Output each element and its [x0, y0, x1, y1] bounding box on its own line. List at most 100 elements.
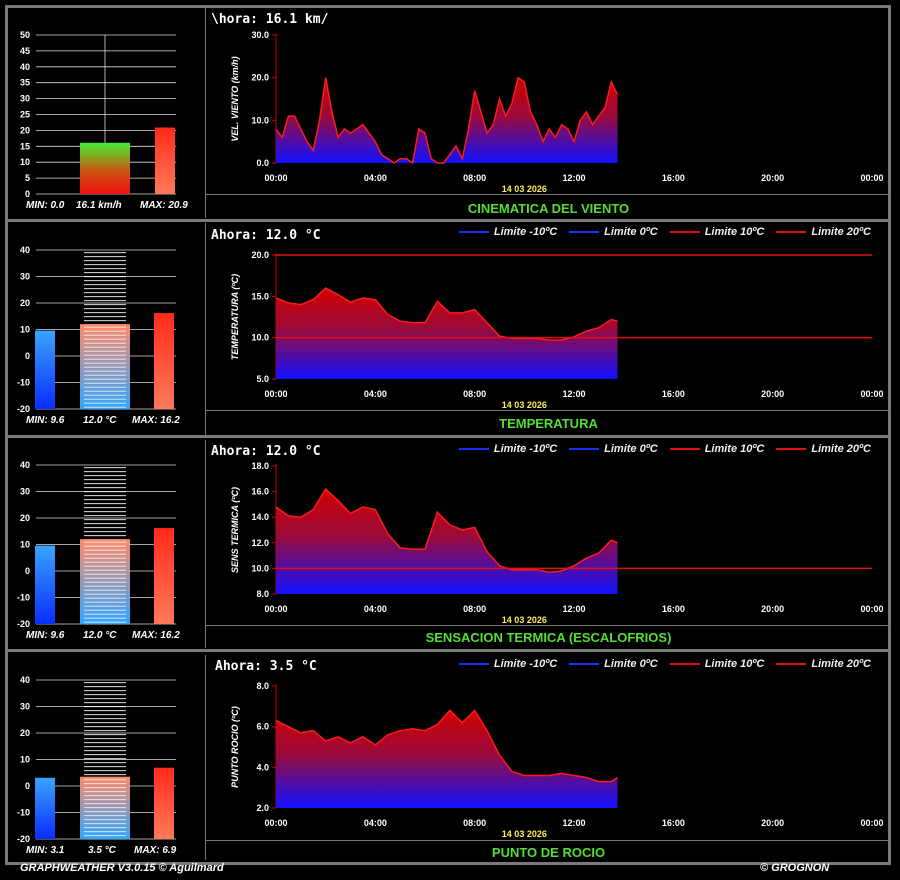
windchill-gauge: -20 -10 0 10 20 30 40 MIN: 9.6 12.0 °C MAX: 16…: [8, 440, 203, 648]
x-tick-label: 08:00: [463, 818, 486, 828]
y-axis-label: PUNTO ROCIO (ºC): [230, 706, 240, 788]
y-tick-label: 0.0: [256, 158, 269, 168]
x-tick-label: 08:00: [463, 173, 486, 183]
gauge-tick-label: 35: [20, 78, 30, 88]
gauge-tick-label: -20: [17, 619, 30, 629]
wind-caption: CINEMATICA DEL VIENTO: [467, 201, 630, 216]
windchill-chart-area: Ahora: 12.0 °C Limite -10ºC Limite 0ºC L…: [205, 440, 891, 648]
temperature-now-label: Ahora: 12.0 °C: [211, 228, 321, 243]
gauge-tick-label: 10: [20, 325, 30, 335]
temperature-gauge-chart: -20 -10 0 10 20 30 40: [17, 245, 176, 413]
dewpoint-min: MIN: 3.1: [26, 845, 65, 856]
dewpoint-max: MAX: 6.9: [134, 845, 177, 856]
legend-item: Limite 10ºC: [669, 443, 764, 455]
gauge-tick-label: 10: [20, 157, 30, 167]
gauge-current-bar: [80, 539, 130, 624]
y-tick-label: 15.0: [251, 291, 269, 301]
windchill-panel: -20 -10 0 10 20 30 40 MIN: 9.6 12.0 °C MAX: 16…: [8, 440, 891, 648]
gauge-tick-label: 40: [20, 675, 30, 685]
dewpoint-chart: 2.0 4.0 6.0 8.0 PUNTO ROCIO (ºC) 00:00 04:00 08…: [230, 681, 884, 839]
y-tick-label: 10.0: [251, 333, 269, 343]
y-tick-label: 12.0: [251, 538, 269, 548]
dewpoint-current: 3.5 °C: [88, 845, 116, 856]
gauge-max-bar: [154, 313, 174, 409]
x-tick-label: 00:00: [264, 818, 287, 828]
y-tick-label: 10.0: [251, 563, 269, 573]
legend-item: Limite 10ºC: [669, 226, 764, 238]
series-area: [276, 77, 618, 163]
series-area: [276, 288, 618, 379]
gauge-tick-label: 45: [20, 46, 30, 56]
y-tick-label: 8.0: [256, 589, 269, 599]
legend-item: Limite -10ºC: [458, 658, 557, 670]
y-tick-label: 14.0: [251, 512, 269, 522]
y-axis-label: VEL. VIENTO (km/h): [230, 56, 240, 141]
series-line: [275, 709, 618, 783]
panel-divider: [8, 649, 890, 652]
x-tick-label: 04:00: [364, 818, 387, 828]
wind-divider: [206, 194, 891, 195]
x-tick-label: 20:00: [761, 173, 784, 183]
x-tick-label: 12:00: [562, 389, 585, 399]
temperature-caption: TEMPERATURA: [499, 416, 598, 431]
gauge-tick-label: -20: [17, 834, 30, 844]
y-tick-label: 16.0: [251, 487, 269, 497]
windchill-current: 12.0 °C: [83, 630, 117, 641]
windchill-legend: Limite -10ºC Limite 0ºC Limite 10ºC Limi…: [458, 443, 871, 455]
gauge-min-bar: [35, 777, 55, 839]
temperature-chart: 5.0 10.0 15.0 20.0 TEMPERATURA (ºC) 00:00 04:0…: [230, 250, 884, 410]
x-tick-label: 08:00: [463, 604, 486, 614]
gauge-current-bar: [80, 142, 130, 194]
gauge-tick-label: 10: [20, 755, 30, 765]
x-tick-label: 20:00: [761, 389, 784, 399]
legend-item: Limite -10ºC: [458, 226, 557, 238]
x-tick-label: 00:00: [264, 173, 287, 183]
series-area: [276, 710, 618, 808]
gauge-tick-label: 0: [25, 351, 30, 361]
gauge-tick-label: 5: [25, 173, 30, 183]
windchill-now-label: Ahora: 12.0 °C: [211, 444, 321, 459]
gauge-tick-label: 25: [20, 110, 30, 120]
panel-divider: [8, 435, 890, 438]
x-tick-label: 12:00: [562, 818, 585, 828]
dewpoint-chart-area: Ahora: 3.5 °C Limite -10ºC Limite 0ºC Li…: [205, 655, 891, 860]
temperature-legend: Limite -10ºC Limite 0ºC Limite 10ºC Limi…: [458, 226, 871, 238]
wind-chart: 0.0 10.0 20.0 30.0 VEL. VIENTO (km/h) 00:00 04…: [230, 30, 884, 194]
gauge-max-bar: [154, 528, 174, 624]
y-tick-label: 20.0: [251, 73, 269, 83]
wind-now-label: \hora: 16.1 km/: [211, 12, 329, 27]
gauge-min-bar: [35, 330, 55, 409]
x-tick-label: 00:00: [264, 389, 287, 399]
temperature-max: MAX: 16.2: [132, 415, 180, 426]
gauge-tick-label: 20: [20, 125, 30, 135]
wind-min: MIN: 0.0: [26, 200, 65, 211]
y-tick-label: 8.0: [256, 681, 269, 691]
windchill-gauge-chart: -20 -10 0 10 20 30 40: [17, 460, 176, 629]
dewpoint-legend: Limite -10ºC Limite 0ºC Limite 10ºC Limi…: [458, 658, 871, 670]
gauge-tick-label: 30: [20, 272, 30, 282]
gauge-tick-label: 30: [20, 702, 30, 712]
x-tick-label: 12:00: [562, 173, 585, 183]
series-line: [275, 287, 618, 341]
x-tick-label: 00:00: [860, 604, 883, 614]
legend-item: Limite 10ºC: [669, 658, 764, 670]
x-tick-label: 16:00: [662, 389, 685, 399]
y-tick-label: 5.0: [256, 374, 269, 384]
temperature-panel: -20 -10 0 10 20 30 40 MIN: 9.6 12.0 °C MAX: 16…: [8, 223, 891, 435]
wind-panel: 0 5 10 15 20 25 30 35 40 45 50 MIN: 0.0 16.1 km/h …: [8, 8, 891, 218]
temperature-chart-area: Ahora: 12.0 °C Limite -10ºC Limite 0ºC L…: [205, 223, 891, 435]
y-tick-label: 20.0: [251, 250, 269, 260]
y-tick-label: 4.0: [256, 762, 269, 772]
wind-chart-area: \hora: 16.1 km/ 0.0 10.0 20.0 30.0 VEL. VIEN…: [205, 8, 891, 218]
legend-item: Limite 0ºC: [569, 658, 658, 670]
y-tick-label: 6.0: [256, 722, 269, 732]
windchill-min: MIN: 9.6: [26, 630, 65, 641]
gauge-tick-label: 0: [25, 781, 30, 791]
gauge-tick-label: 0: [25, 566, 30, 576]
legend-item: Limite -10ºC: [458, 443, 557, 455]
legend-item: Limite 0ºC: [569, 226, 658, 238]
windchill-caption: SENSACION TERMICA (ESCALOFRIOS): [425, 630, 672, 645]
y-tick-label: 18.0: [251, 461, 269, 471]
series-line: [275, 487, 618, 573]
dewpoint-now-label: Ahora: 3.5 °C: [215, 659, 317, 674]
